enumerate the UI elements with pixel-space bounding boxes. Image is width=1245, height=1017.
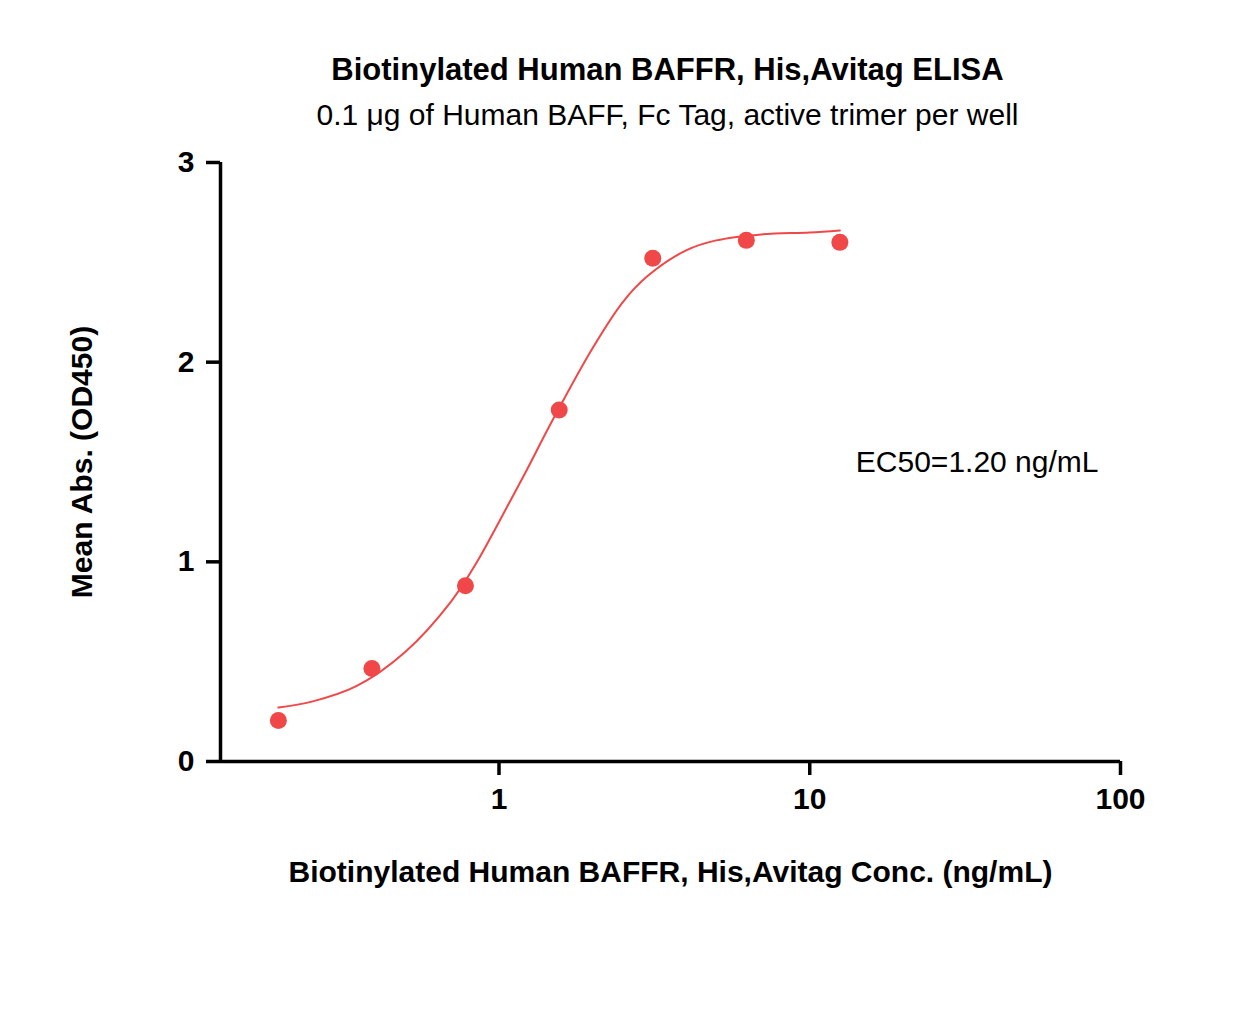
svg-text:EC50=1.20 ng/mL: EC50=1.20 ng/mL	[856, 445, 1099, 478]
svg-text:1: 1	[178, 544, 195, 577]
html-text:0.1 μg of Human BAFF, Fc Tag,: 0.1 μg of Human BAFF, Fc Tag, active tri…	[316, 98, 1019, 131]
html-text:Biotinylated Human BAFFR, His,: Biotinylated Human BAFFR, His,Avitag ELI…	[331, 52, 1004, 87]
svg-text:3: 3	[178, 145, 195, 178]
svg-text:Biotinylated Human BAFFR, His,: Biotinylated Human BAFFR, His,Avitag Con…	[289, 855, 1053, 888]
svg-text:1: 1	[491, 782, 508, 815]
svg-text:0: 0	[178, 744, 195, 777]
svg-text:10: 10	[793, 782, 826, 815]
svg-text:100: 100	[1095, 782, 1145, 815]
svg-text:2: 2	[178, 345, 195, 378]
svg-text:Mean Abs. (OD450): Mean Abs. (OD450)	[65, 326, 98, 598]
